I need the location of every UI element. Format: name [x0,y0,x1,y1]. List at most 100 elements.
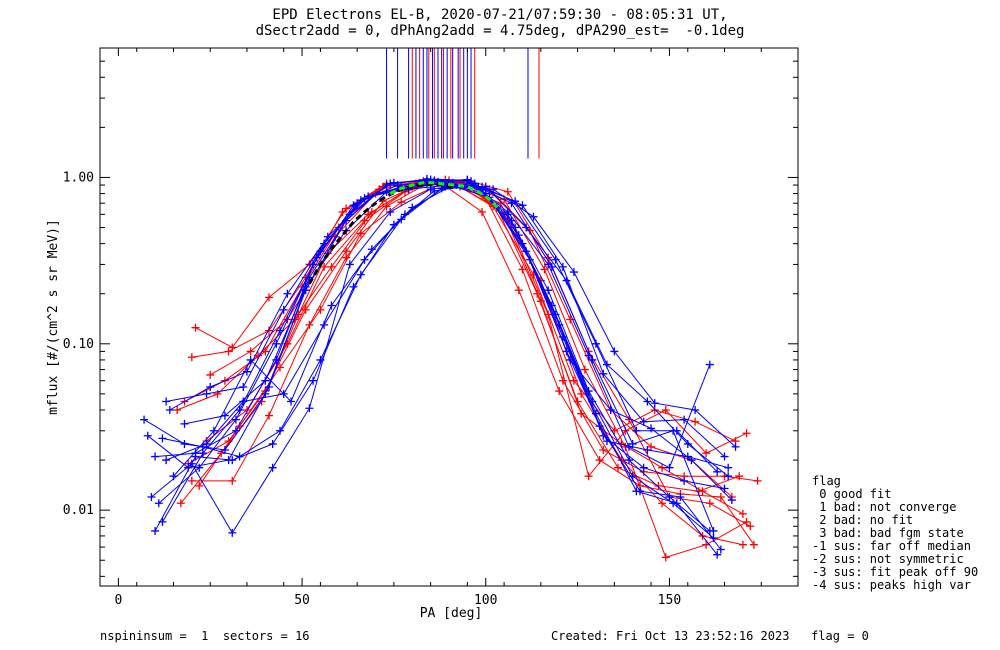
legend-title: flag [812,474,841,488]
red-series-point [514,286,523,295]
blue-series-point [231,426,240,435]
blue-series-point [301,282,310,291]
blue-series-point [169,472,178,481]
legend-item: 0 good fit [812,487,892,501]
x-tick-label: 100 [474,593,497,608]
blue-series-point [386,207,395,216]
y-tick-label: 0.10 [63,337,94,352]
blue-series-point [625,442,634,451]
red-series-point [195,481,204,490]
red-series-point [702,449,711,458]
blue-series-point [503,207,512,216]
blue-series-point [650,399,659,408]
red-series-point [264,293,273,302]
blue-series-line [165,186,729,477]
red-series-point [176,499,185,508]
red-series-point [599,445,608,454]
fit-curve-black [308,182,453,285]
blue-series-point [151,526,160,535]
x-axis-label: PA [deg] [420,606,483,621]
blue-series-line [162,182,725,523]
blue-series-point [558,262,567,271]
blue-series-point [562,276,571,285]
red-series-point [555,387,564,396]
red-series-point [242,406,251,414]
blue-series-point [180,419,189,428]
blue-series-point [602,437,611,446]
blue-series-point [584,351,593,360]
red-series-point [224,347,233,356]
red-series-point [316,305,325,314]
red-series-point [584,472,593,481]
red-series-point [191,323,200,332]
blue-series-point [246,355,255,364]
blue-series-point [639,463,648,472]
blue-series-point [147,492,156,501]
blue-series-point [400,210,409,219]
blue-series-point [705,360,714,369]
blue-series-point [672,499,681,508]
red-series-point [320,262,329,271]
red-series-line [184,182,744,546]
blue-series-point [518,201,527,210]
blue-series-point [680,476,689,485]
blue-series-point [235,406,244,414]
blue-series-point [489,185,498,194]
blue-series-point [569,268,578,277]
red-series-point [691,417,700,426]
x-tick-label: 150 [658,593,681,608]
blue-series-point [209,426,218,435]
blue-series-line [155,179,718,556]
blue-series-point [162,456,171,465]
blue-series-point [345,260,354,269]
blue-series-point [140,415,149,424]
red-series-point [580,365,589,374]
blue-series-point [643,397,652,406]
blue-series-point [279,305,288,314]
red-series-line [198,182,755,545]
blue-series-point [665,492,674,501]
red-series-point [246,347,255,356]
red-series-point [738,540,747,549]
blue-series-point [610,347,619,356]
blue-series-point [625,456,634,465]
blue-series-point [481,182,490,191]
blue-series-point [467,179,476,188]
red-series-point [577,409,586,418]
blue-series-point [320,239,329,248]
red-series-point [658,499,667,508]
red-series-point [749,540,758,549]
red-series-point [738,509,747,518]
red-series-point [742,517,751,526]
legend-item: -1 sus: far off median [812,539,971,553]
red-series-point [735,472,744,481]
chart-title-line2: dSectr2add = 0, dPhAng2add = 4.75deg, dP… [255,23,745,39]
blue-series-point [268,439,277,448]
blue-series-point [283,289,292,298]
red-series-point [187,353,196,362]
blue-series-point [151,452,160,461]
blue-series-point [305,404,314,413]
blue-series-point [276,326,285,335]
y-axis-label: mflux [#/(cm^2 s sr MeV)] [46,219,61,415]
blue-series-point [525,255,534,264]
peak-markers [386,48,540,159]
blue-series-point [228,456,237,465]
red-series-point [187,476,196,485]
blue-series-point [643,445,652,454]
blue-series-point [220,411,229,420]
blue-series-group [140,174,740,559]
red-series-point [705,499,714,508]
blue-series-point [228,528,237,537]
blue-series-point [408,203,417,212]
red-series-point [569,376,578,385]
red-series-point [742,429,751,438]
red-series-point [356,229,365,238]
blue-series-point [191,452,200,461]
red-series-point [503,187,512,196]
red-series-point [206,370,215,379]
blue-series-point [566,355,575,364]
y-tick-label: 0.01 [63,503,94,518]
red-series-point [746,522,755,531]
blue-series-point [287,397,296,406]
